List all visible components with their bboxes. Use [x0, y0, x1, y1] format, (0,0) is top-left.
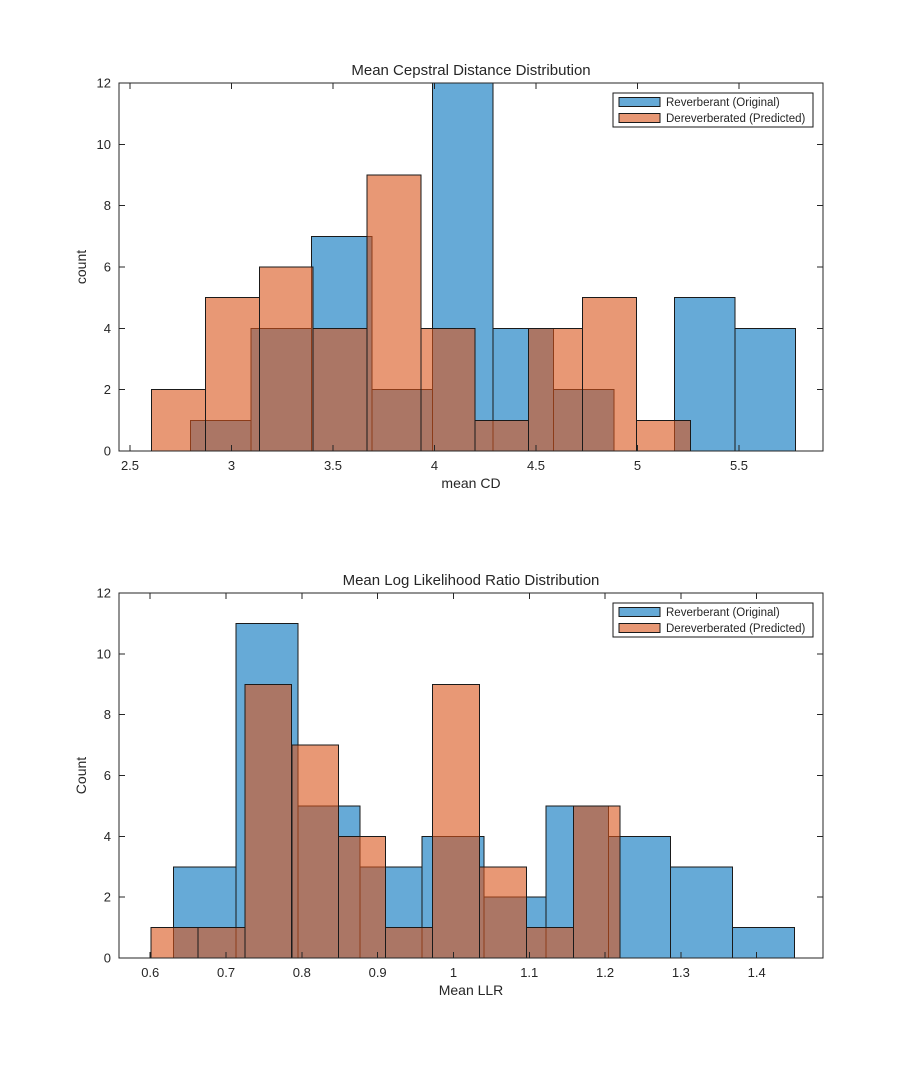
histogram-bar — [366, 174, 422, 452]
x-tick-label: 1.1 — [520, 965, 538, 980]
y-axis-label: count — [73, 250, 89, 284]
y-tick-label: 10 — [97, 137, 111, 152]
x-tick-label: 0.8 — [293, 965, 311, 980]
histogram-bar — [151, 389, 206, 452]
histogram-bar — [635, 419, 691, 452]
series-dereverberated-bars — [150, 683, 621, 959]
y-tick-label: 4 — [104, 829, 111, 844]
legend-swatch-orange — [618, 623, 661, 633]
histogram-bar — [474, 419, 530, 452]
histogram-bar — [338, 835, 387, 959]
chart-title: Mean Cepstral Distance Distribution — [351, 62, 590, 79]
histogram-bar — [479, 866, 527, 959]
x-axis-label: mean CD — [441, 475, 500, 491]
y-tick-label: 0 — [104, 951, 111, 966]
y-tick-label: 4 — [104, 321, 111, 336]
y-tick-label: 6 — [104, 260, 111, 275]
histogram-bar — [669, 866, 734, 959]
x-tick-label: 0.7 — [217, 965, 235, 980]
y-tick-label: 8 — [104, 707, 111, 722]
legend-swatch-blue — [618, 607, 661, 617]
legend: Reverberant (Original) Dereverberated (Pr… — [612, 602, 814, 638]
legend-label: Dereverberated (Predicted) — [666, 623, 806, 635]
x-tick-label: 4 — [431, 458, 438, 473]
y-tick-label: 8 — [104, 198, 111, 213]
legend: Reverberant (Original) Dereverberated (Pr… — [612, 92, 814, 128]
x-tick-label: 3 — [228, 458, 235, 473]
legend-label: Dereverberated (Predicted) — [666, 113, 806, 125]
x-tick-label: 1.2 — [596, 965, 614, 980]
histogram-bar — [420, 327, 476, 452]
histogram-bar — [312, 327, 368, 452]
x-tick-label: 1.4 — [748, 965, 766, 980]
x-tick-label: 5 — [634, 458, 641, 473]
y-tick-label: 12 — [97, 76, 111, 91]
axis-ticks — [119, 82, 823, 452]
histogram-bar — [150, 927, 199, 959]
bottom-histogram-chart: 0.6 0.7 0.8 0.9 1 1.1 1.2 1.3 1.4 0 2 4 6 8 10 12 Mean L… — [73, 572, 824, 998]
histogram-bar — [197, 927, 246, 959]
histogram-bar — [385, 927, 434, 959]
histogram-bar — [432, 683, 480, 959]
histogram-bar — [582, 297, 637, 452]
y-tick-label: 2 — [104, 382, 111, 397]
legend-swatch-blue — [618, 97, 661, 107]
y-tick-label: 0 — [104, 444, 111, 459]
legend-label: Reverberant (Original) — [666, 607, 780, 619]
y-tick-label: 10 — [97, 646, 111, 661]
x-tick-label: 1.3 — [672, 965, 690, 980]
x-axis-label: Mean LLR — [439, 982, 504, 998]
axis-ticks — [119, 592, 823, 959]
y-tick-label: 6 — [104, 768, 111, 783]
y-axis-label: Count — [73, 757, 89, 794]
legend-swatch-orange — [618, 113, 661, 123]
histogram-bar — [572, 805, 621, 959]
chart-title: Mean Log Likelihood Ratio Distribution — [343, 572, 600, 589]
x-tick-label: 4.5 — [527, 458, 545, 473]
histogram-bar — [734, 327, 796, 452]
x-tick-label: 0.9 — [369, 965, 387, 980]
x-tick-label: 1 — [450, 965, 457, 980]
y-tick-label: 12 — [97, 586, 111, 601]
histogram-bar — [204, 297, 260, 452]
series-dereverberated-bars — [151, 174, 691, 452]
x-tick-label: 5.5 — [730, 458, 748, 473]
y-tick-label: 2 — [104, 890, 111, 905]
histogram-bar — [732, 927, 796, 959]
histogram-bar — [525, 927, 574, 959]
histogram-bar — [528, 327, 584, 452]
x-tick-label: 3.5 — [324, 458, 342, 473]
x-tick-label: 0.6 — [141, 965, 159, 980]
histogram-bar — [258, 266, 314, 452]
top-histogram-chart: 2.5 3 3.5 4 4.5 5 5.5 0 2 4 6 8 10 12 Mean Cepstral Di… — [73, 62, 824, 491]
histogram-bar — [244, 683, 293, 959]
histogram-bar — [291, 744, 340, 959]
legend-label: Reverberant (Original) — [666, 97, 780, 109]
x-tick-label: 2.5 — [121, 458, 139, 473]
